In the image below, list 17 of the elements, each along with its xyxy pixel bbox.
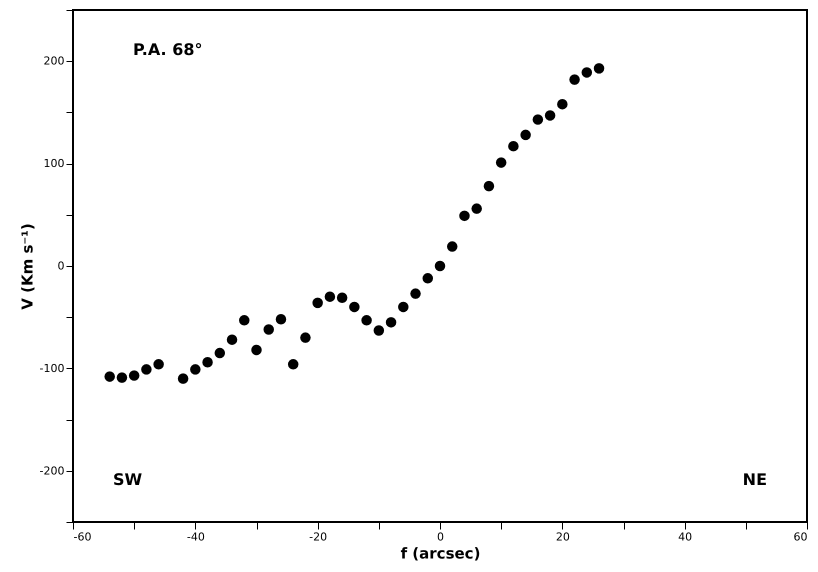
x-tick-label: -60 (74, 530, 92, 544)
x-axis-title: f (arcsec) (400, 544, 480, 562)
y-tick-label: -100 (40, 362, 64, 375)
annotation: SW (113, 470, 143, 489)
y-tick-label: 200 (44, 54, 64, 68)
x-tick-label: 60 (794, 530, 808, 544)
x-tick-label: 0 (437, 530, 444, 544)
annotation: NE (742, 470, 767, 489)
x-tick-label: -40 (186, 530, 205, 544)
y-axis-title: V (Km s⁻¹) (18, 223, 37, 310)
y-tick-label: 100 (44, 157, 64, 170)
y-tick-label: -200 (40, 464, 64, 478)
x-tick-label: 40 (678, 530, 692, 544)
annotation: P.A. 68° (133, 40, 202, 59)
x-tick-label: -20 (309, 530, 328, 544)
x-tick-label: 20 (556, 530, 570, 544)
y-tick-label: 0 (58, 260, 64, 272)
